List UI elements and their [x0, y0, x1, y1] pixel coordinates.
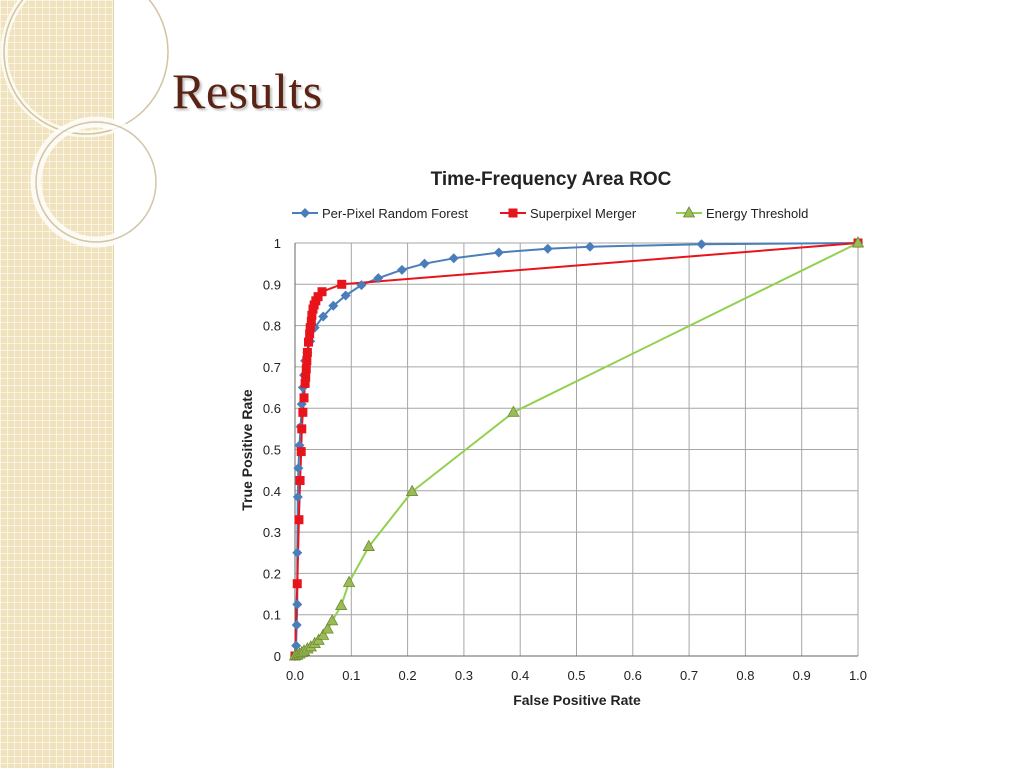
data-point-1: [305, 323, 315, 333]
data-point-0: [293, 463, 304, 474]
data-point-1: [305, 329, 315, 339]
legend-label: Superpixel Merger: [530, 206, 637, 221]
data-point-0: [493, 247, 504, 258]
y-tick-label: 0.6: [263, 401, 281, 416]
x-tick-label: 0.8: [736, 668, 754, 683]
data-point-1: [295, 475, 305, 485]
data-point-0: [696, 239, 707, 250]
data-point-1: [301, 364, 311, 374]
data-point-2: [321, 622, 334, 634]
data-point-1: [297, 424, 307, 434]
data-point-2: [325, 614, 339, 626]
y-axis-label: True Positive Rate: [239, 389, 255, 511]
data-point-0: [291, 640, 302, 651]
legend-marker: [682, 206, 696, 218]
data-point-0: [291, 620, 302, 631]
data-point-2: [316, 628, 330, 640]
y-tick-label: 1: [274, 236, 281, 251]
data-point-1: [298, 407, 308, 417]
x-tick-label: 0.5: [567, 668, 585, 683]
y-tick-label: 0: [274, 649, 281, 664]
data-point-1: [292, 579, 302, 589]
y-tick-label: 0.1: [263, 608, 281, 623]
data-point-0: [542, 243, 553, 254]
data-point-1: [307, 310, 317, 320]
y-tick-label: 0.9: [263, 277, 281, 292]
data-point-2: [342, 575, 356, 587]
data-point-1: [299, 393, 309, 403]
data-point-1: [302, 347, 312, 357]
y-tick-label: 0.8: [263, 319, 281, 334]
legend-marker: [508, 208, 518, 218]
data-point-0: [318, 311, 329, 322]
y-tick-label: 0.4: [263, 484, 281, 499]
x-tick-label: 0.0: [286, 668, 304, 683]
data-point-1: [317, 287, 327, 297]
data-point-1: [304, 337, 314, 347]
x-tick-label: 0.3: [455, 668, 473, 683]
data-point-1: [301, 372, 311, 382]
legend-label: Per-Pixel Random Forest: [322, 206, 468, 221]
x-tick-label: 1.0: [849, 668, 867, 683]
data-point-1: [313, 292, 323, 302]
legend-label: Energy Threshold: [706, 206, 808, 221]
legend-marker: [300, 208, 310, 218]
data-point-0: [356, 280, 367, 291]
data-point-1: [296, 447, 306, 457]
x-tick-label: 0.1: [342, 668, 360, 683]
y-tick-label: 0.2: [263, 566, 281, 581]
data-point-2: [851, 236, 865, 248]
data-point-2: [405, 484, 419, 497]
x-tick-label: 0.4: [511, 668, 529, 683]
data-point-0: [419, 258, 430, 269]
data-point-0: [585, 241, 596, 252]
data-point-0: [292, 547, 303, 558]
data-point-1: [294, 515, 304, 525]
y-tick-label: 0.7: [263, 360, 281, 375]
data-point-0: [373, 273, 384, 284]
slide-title: Results: [172, 63, 323, 119]
data-point-1: [306, 316, 316, 326]
data-point-0: [292, 599, 303, 610]
data-point-0: [328, 300, 339, 311]
y-tick-label: 0.3: [263, 525, 281, 540]
x-tick-label: 0.7: [680, 668, 698, 683]
data-point-1: [300, 378, 310, 388]
data-point-1: [337, 279, 347, 289]
chart-title: Time-Frequency Area ROC: [431, 169, 672, 190]
x-tick-label: 0.6: [624, 668, 642, 683]
data-point-0: [292, 491, 303, 502]
x-tick-label: 0.2: [399, 668, 417, 683]
decorative-rings: [0, 0, 172, 248]
data-point-0: [340, 290, 351, 301]
data-point-1: [302, 356, 312, 366]
x-tick-label: 0.9: [793, 668, 811, 683]
data-point-2: [362, 539, 375, 551]
data-point-0: [396, 264, 407, 275]
x-axis-label: False Positive Rate: [513, 692, 641, 708]
y-tick-label: 0.5: [263, 443, 281, 458]
data-point-0: [448, 253, 459, 264]
data-point-2: [334, 598, 348, 611]
data-point-2: [507, 405, 520, 417]
